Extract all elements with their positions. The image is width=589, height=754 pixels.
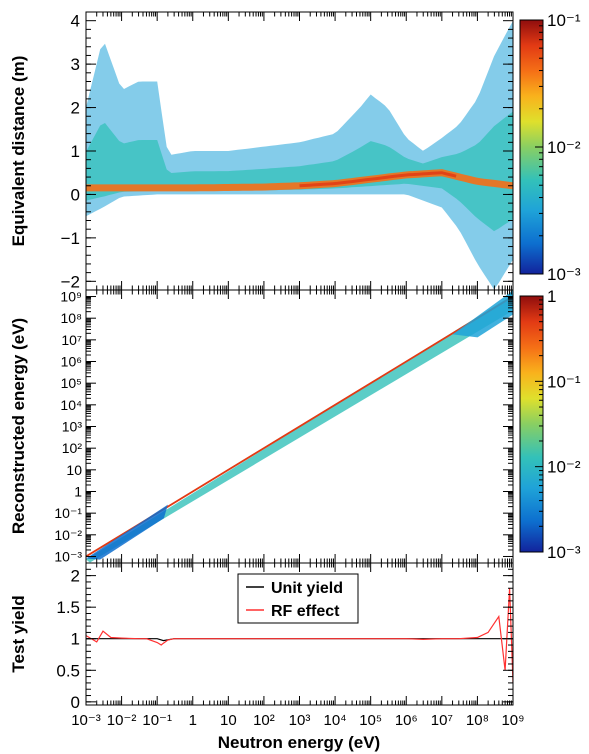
colorbar-tick-label: 1: [547, 287, 556, 306]
y-tick-label: 2: [71, 99, 80, 118]
x-tick-label: 10⁷: [431, 712, 453, 729]
y-tick-label: 0: [71, 185, 80, 204]
colorbar-tick-label: 10⁻³: [547, 265, 581, 284]
y-tick-label: 2: [71, 567, 80, 586]
x-tick-label: 10³: [289, 712, 311, 729]
y-tick-label: 0.5: [56, 661, 80, 680]
y-tick-label: 0: [71, 693, 80, 712]
x-tick-label: 10⁻³: [71, 712, 101, 729]
legend-label-unit-yield: Unit yield: [271, 580, 343, 597]
x-tick-label: 10⁸: [466, 712, 489, 729]
energy-diagonal-band: [86, 290, 513, 563]
energy-low-tail: [86, 504, 168, 560]
y-tick-label: 3: [71, 55, 80, 74]
legend: Unit yield RF effect: [237, 573, 359, 624]
energy-y-ticks: 10⁻³ 10⁻² 10⁻¹ 1 10 10² 10³ 10⁴ 10⁵ 10⁶ 10⁷ 10⁸ 10⁹: [54, 289, 513, 564]
x-tick-label: 10⁴: [324, 712, 347, 729]
y-tick-label: 10⁻²: [54, 527, 82, 543]
distance-colorbar-ticks: 10⁻³ 10⁻² 10⁻¹: [535, 11, 581, 284]
y-tick-label: 10³: [62, 419, 83, 435]
y-tick-label: −2: [61, 272, 80, 291]
y-tick-label: 10: [66, 462, 82, 478]
x-tick-label: 10⁵: [359, 712, 382, 729]
distance-colorbar: 10⁻³ 10⁻² 10⁻¹: [519, 11, 581, 284]
y-tick-label: 10⁻¹: [54, 505, 82, 521]
y-tick-label: 10⁶: [61, 354, 82, 370]
y-tick-label: 1: [71, 142, 80, 161]
energy-colorbar-ticks: 10⁻³ 10⁻² 10⁻¹ 1: [535, 287, 581, 562]
energy-ylabel: Reconstructed energy (eV): [9, 318, 28, 534]
y-tick-label: 10⁷: [61, 332, 82, 348]
y-tick-label: 10²: [62, 440, 83, 456]
x-tick-label: 10⁹: [501, 712, 524, 729]
distance-ylabel: Equivalent distance (m): [9, 56, 28, 247]
y-tick-label: −1: [61, 229, 80, 248]
yield-line-panel: 0 0.5 1 1.5 2 10⁻³ 10⁻² 10⁻¹ 1 10 10² 10³ 10⁴ 10⁵ 10⁶…: [9, 562, 525, 752]
yield-y-ticks: 0 0.5 1 1.5 2: [56, 567, 513, 712]
x-tick-label: 10⁻¹: [142, 712, 172, 729]
colorbar-tick-label: 10⁻²: [547, 138, 581, 157]
energy-colorbar: 10⁻³ 10⁻² 10⁻¹ 1: [519, 287, 581, 562]
energy-heatmap-panel: 10⁻³10⁻²10⁻¹11010²10³10⁴10⁵10⁶10⁷10⁸10⁹ …: [9, 289, 514, 564]
energy-colorbar-gradient: [519, 295, 544, 553]
series-line-rf-effect: [86, 588, 513, 683]
colorbar-tick-label: 10⁻¹: [547, 372, 581, 391]
y-tick-label: 10⁵: [61, 375, 82, 391]
yield-series-group: [86, 588, 513, 683]
energy-high-tail: [452, 290, 513, 338]
y-tick-label: 10⁸: [61, 310, 83, 326]
distance-heatmap-panel: −2 −1 0 1 2 3 4 Equivalent distance (m): [9, 11, 514, 291]
distance-envelope-region: [86, 20, 513, 290]
x-tick-label: 10²: [253, 712, 275, 729]
distance-core-region: [86, 111, 513, 232]
legend-label-rf-effect: RF effect: [271, 603, 340, 620]
x-tick-label: 10: [220, 712, 237, 729]
y-tick-label: 10⁻³: [54, 548, 82, 564]
distance-y-ticks: −2 −1 0 1 2 3 4: [61, 12, 513, 291]
energy-x-ticks: [85, 290, 514, 563]
colorbar-tick-label: 10⁻¹: [547, 11, 581, 30]
distance-ridge-hot: [299, 171, 457, 188]
colorbar-tick-label: 10⁻²: [547, 458, 581, 477]
y-tick-label: 10⁹: [60, 289, 82, 305]
yield-x-ticks: 10⁻³ 10⁻² 10⁻¹ 1 10 10² 10³ 10⁴ 10⁵ 10⁶ 10⁷ 10⁸ 10⁹: [71, 563, 525, 729]
legend-box: [237, 573, 359, 624]
y-tick-label: 1: [71, 630, 80, 649]
yield-ylabel: Test yield: [9, 595, 28, 672]
colorbar-tick-label: 10⁻³: [547, 543, 581, 562]
x-tick-label: 10⁶: [395, 712, 418, 729]
y-tick-label: 4: [71, 12, 80, 31]
distance-x-ticks: [85, 12, 514, 290]
yield-xlabel: Neutron energy (eV): [218, 733, 380, 752]
x-tick-label: 1: [189, 712, 197, 729]
y-tick-label: 1.5: [56, 598, 80, 617]
x-tick-label: 10⁻²: [107, 712, 137, 729]
y-tick-label: 10⁴: [60, 397, 82, 413]
y-tick-label: 1: [74, 483, 82, 499]
